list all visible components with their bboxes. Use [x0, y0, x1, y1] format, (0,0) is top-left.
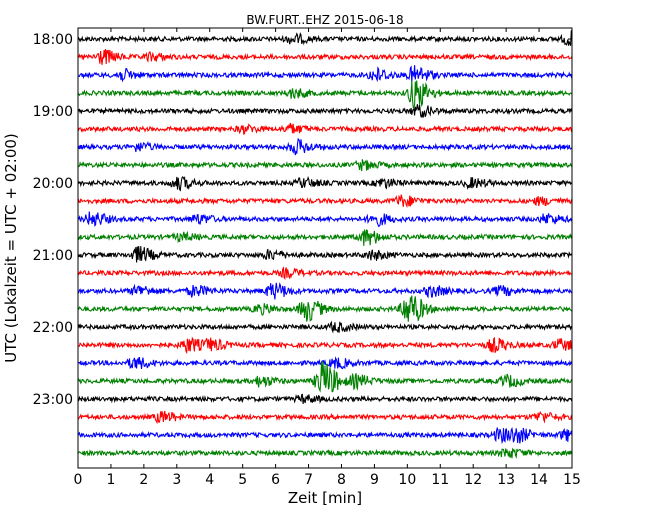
trace-2300 [77, 393, 573, 405]
trace-2145 [78, 295, 573, 322]
trace-1945 [77, 159, 573, 172]
x-axis-label: Zeit [min] [288, 489, 362, 507]
x-tick-labels: 0 1 2 3 4 5 6 7 8 9 10 11 12 13 14 15 [74, 472, 581, 488]
x-tick-label: 5 [238, 472, 247, 488]
ticks [77, 28, 573, 468]
trace-2330 [77, 426, 573, 445]
traces [77, 30, 573, 459]
trace-2015 [77, 194, 573, 209]
trace-2315 [77, 410, 573, 425]
trace-2215 [77, 336, 573, 355]
trace-1845 [77, 80, 573, 110]
trace-2245 [77, 361, 573, 393]
trace-1830 [77, 65, 573, 83]
trace-2130 [77, 282, 573, 300]
x-tick-label: 15 [563, 472, 581, 488]
y-tick-label: 20:00 [33, 176, 73, 192]
trace-2200 [77, 320, 573, 334]
chart-title: BW.FURT..EHZ 2015-06-18 [246, 13, 403, 27]
x-tick-label: 4 [205, 472, 214, 488]
plot-frame [77, 27, 573, 469]
x-tick-label: 12 [464, 472, 482, 488]
x-tick-label: 8 [337, 472, 346, 488]
trace-2230 [77, 356, 573, 370]
x-tick-label: 10 [398, 472, 416, 488]
x-tick-label: 2 [139, 472, 148, 488]
trace-2345 [77, 447, 573, 459]
x-tick-label: 14 [530, 472, 548, 488]
y-tick-label: 18:00 [33, 32, 73, 48]
trace-1900 [77, 104, 573, 118]
trace-2100 [77, 246, 573, 263]
y-tick-label: 23:00 [33, 392, 73, 408]
trace-1800 [77, 30, 573, 46]
x-tick-label: 0 [74, 472, 83, 488]
trace-1930 [77, 137, 573, 156]
x-tick-label: 11 [431, 472, 449, 488]
x-tick-label: 7 [304, 472, 313, 488]
y-tick-label: 22:00 [33, 320, 73, 336]
x-tick-label: 9 [370, 472, 379, 488]
trace-1915 [77, 122, 573, 136]
trace-2000 [77, 176, 573, 192]
y-tick-label: 19:00 [33, 104, 73, 120]
trace-1815 [77, 49, 573, 65]
trace-2030 [77, 211, 573, 228]
x-tick-label: 6 [271, 472, 280, 488]
trace-2045 [77, 229, 573, 246]
x-tick-label: 1 [106, 472, 115, 488]
y-tick-labels: 18:00 19:00 20:00 21:00 22:00 23:00 [33, 32, 73, 408]
y-axis-label: UTC (Lokalzeit = UTC + 02:00) [2, 133, 20, 363]
x-tick-label: 13 [497, 472, 515, 488]
trace-2115 [77, 266, 573, 280]
y-tick-label: 21:00 [33, 248, 73, 264]
x-tick-label: 3 [172, 472, 181, 488]
